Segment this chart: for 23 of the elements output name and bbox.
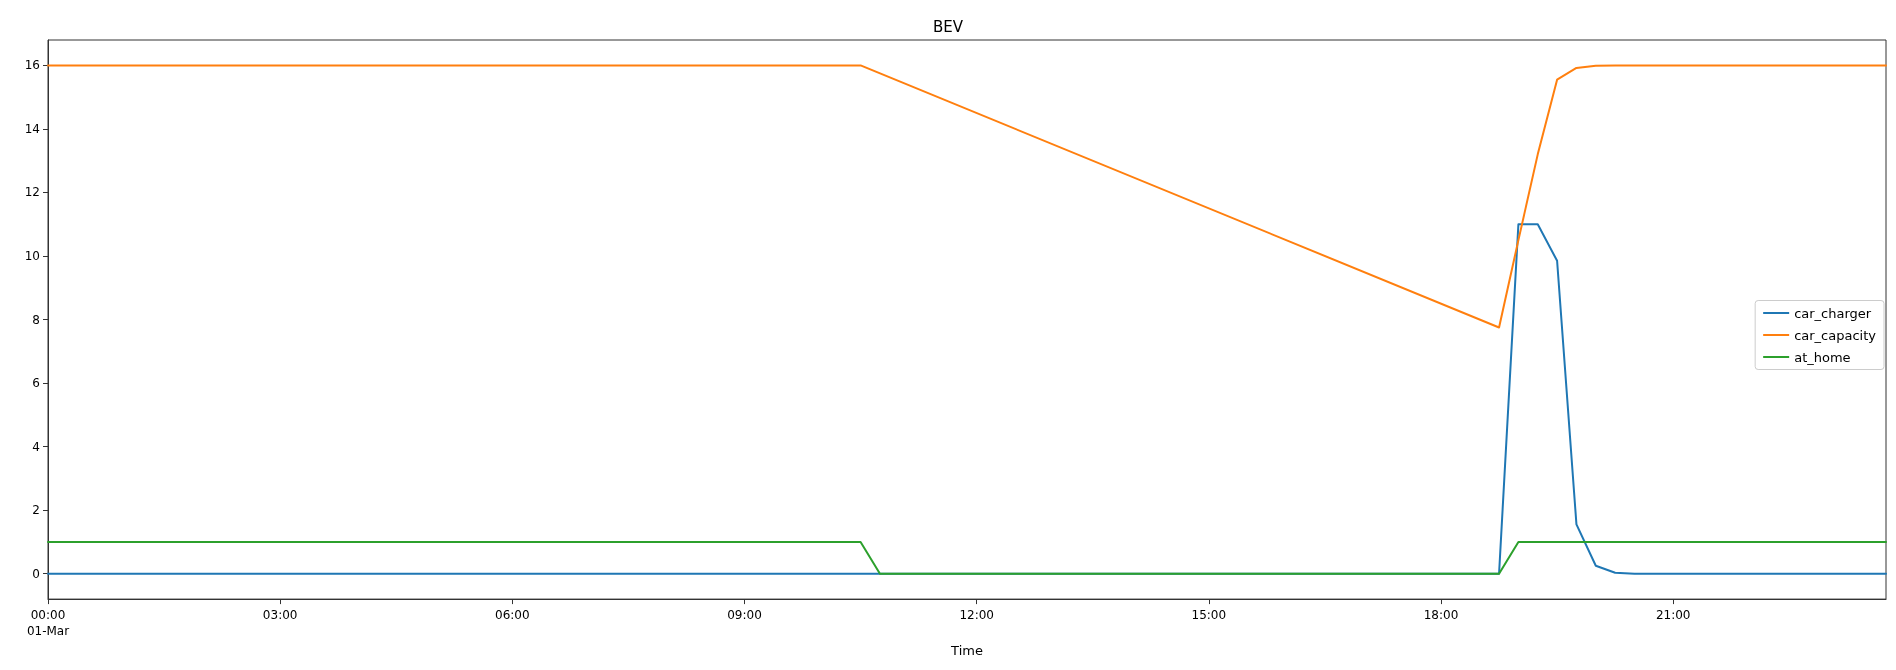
- y-tick-label: 8: [32, 312, 40, 327]
- x-tick-label: 00:00 01-Mar: [26, 608, 70, 639]
- y-tick-label: 16: [24, 58, 40, 73]
- legend-label: car_capacity: [1794, 327, 1877, 343]
- y-tick-label: 12: [24, 185, 40, 200]
- chart-title: BEV: [932, 17, 964, 36]
- legend-label: at_home: [1794, 349, 1851, 365]
- x-tick-label: 18:00: [1423, 608, 1459, 623]
- x-tick-label: 09:00: [727, 608, 762, 623]
- y-tick-label: 14: [24, 121, 40, 136]
- x-tick-label: 15:00: [1191, 608, 1227, 623]
- x-tick-label: 06:00: [495, 608, 530, 623]
- y-tick-label: 2: [32, 503, 40, 518]
- legend-label: car_charger: [1794, 305, 1872, 321]
- y-tick-label: 0: [32, 566, 40, 581]
- x-tick-label: 12:00: [959, 608, 994, 623]
- y-tick-label: 6: [32, 376, 40, 391]
- line-series: [47, 64, 1887, 329]
- y-tick-label: 4: [32, 439, 40, 454]
- y-tick-label: 10: [24, 249, 40, 264]
- x-tick-label: 03:00: [262, 608, 298, 623]
- x-tick-label: 21:00: [1655, 608, 1691, 623]
- x-axis-title: Time: [950, 643, 983, 658]
